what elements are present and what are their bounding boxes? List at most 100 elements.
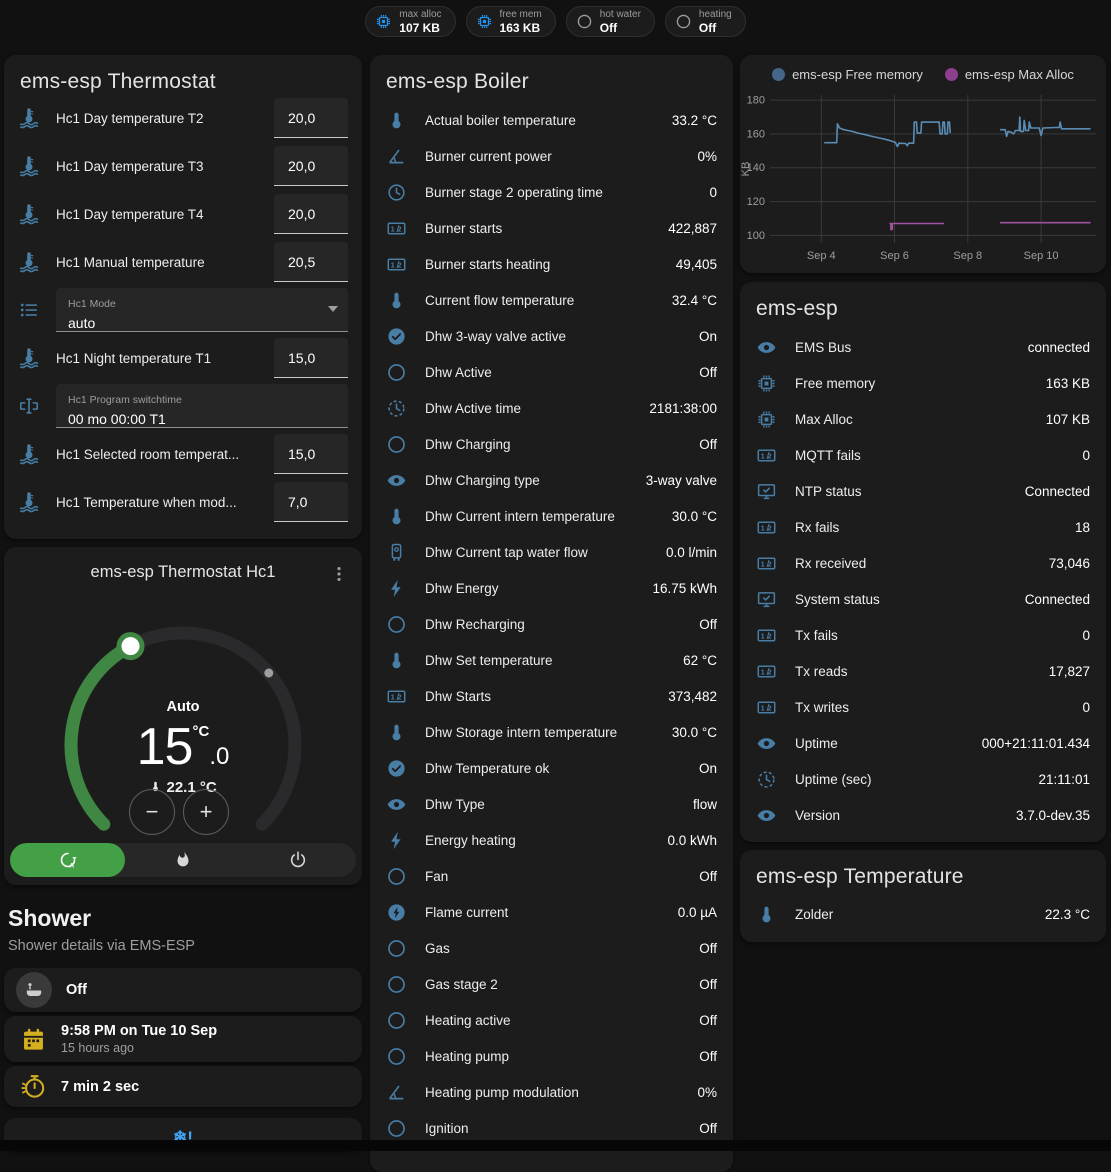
number-input[interactable]: 20,0 bbox=[274, 146, 348, 186]
temp-increase-button[interactable]: + bbox=[183, 789, 229, 835]
circle-icon bbox=[386, 362, 407, 383]
badge-free-mem[interactable]: free mem 163 KB bbox=[465, 6, 556, 37]
entity-row[interactable]: Dhw Recharging Off bbox=[370, 606, 733, 642]
badge-hot-water[interactable]: hot water Off bbox=[565, 6, 655, 37]
entity-value: 62 °C bbox=[683, 652, 717, 668]
entity-row[interactable]: EMS Bus connected bbox=[740, 329, 1106, 365]
number-input[interactable]: 20,0 bbox=[274, 98, 348, 138]
entity-row[interactable]: Dhw Energy 16.75 kWh bbox=[370, 570, 733, 606]
heat-mode-button[interactable] bbox=[125, 843, 240, 877]
entity-row[interactable]: Uptime (sec) 21:11:01 bbox=[740, 761, 1106, 797]
kebab-menu-icon[interactable] bbox=[324, 559, 354, 589]
entity-row[interactable]: System status Connected bbox=[740, 581, 1106, 617]
entity-row[interactable]: Energy heating 0.0 kWh bbox=[370, 822, 733, 858]
number-input[interactable]: 7,0 bbox=[274, 482, 348, 522]
entity-row[interactable]: 1 2 Tx reads 17,827 bbox=[740, 653, 1106, 689]
svg-text:2: 2 bbox=[767, 559, 771, 568]
entity-row[interactable]: Flame current 0.0 µA bbox=[370, 894, 733, 930]
entity-row[interactable]: Dhw Charging type 3-way valve bbox=[370, 462, 733, 498]
thermometer-icon bbox=[386, 110, 407, 131]
entity-row[interactable]: Dhw Active time 2181:38:00 bbox=[370, 390, 733, 426]
entity-row[interactable]: Burner current power 0% bbox=[370, 138, 733, 174]
shower-duration-card[interactable]: 7 min 2 sec bbox=[4, 1066, 362, 1107]
card-title: ems-esp Thermostat bbox=[20, 70, 216, 93]
entity-value: Off bbox=[699, 976, 717, 992]
number-input[interactable]: 20,5 bbox=[274, 242, 348, 282]
entity-row[interactable]: 1 2 Burner starts heating 49,405 bbox=[370, 246, 733, 282]
entity-value: 17,827 bbox=[1048, 663, 1090, 679]
number-input[interactable]: 15,0 bbox=[274, 434, 348, 474]
entity-row[interactable]: Current flow temperature 32.4 °C bbox=[370, 282, 733, 318]
entity-value: flow bbox=[692, 796, 717, 812]
entity-row[interactable]: Dhw Set temperature 62 °C bbox=[370, 642, 733, 678]
entity-row[interactable]: Dhw Temperature ok On bbox=[370, 750, 733, 786]
circle-icon bbox=[386, 974, 407, 995]
entity-row[interactable]: Max Alloc 107 KB bbox=[740, 401, 1106, 437]
entity-row[interactable]: Gas Off bbox=[370, 930, 733, 966]
entity-row[interactable]: Uptime 000+21:11:01.434 bbox=[740, 725, 1106, 761]
entity-label: Energy heating bbox=[425, 832, 516, 848]
badge-heating[interactable]: heating Off bbox=[664, 6, 746, 37]
badge-max-alloc[interactable]: max alloc 107 KB bbox=[365, 6, 456, 37]
entity-label: Dhw Starts bbox=[425, 688, 492, 704]
entity-value: 0 bbox=[1082, 627, 1090, 643]
entity-label: Dhw Current intern temperature bbox=[425, 508, 615, 524]
svg-text:160: 160 bbox=[747, 128, 765, 140]
entity-row[interactable]: Zolder 22.3 °C bbox=[740, 896, 1106, 932]
entity-row[interactable]: Fan Off bbox=[370, 858, 733, 894]
field-label: Hc1 Mode bbox=[68, 298, 116, 310]
temp-decrease-button[interactable]: − bbox=[129, 789, 175, 835]
entity-value: 107 KB bbox=[1045, 411, 1090, 427]
entity-row[interactable]: Burner stage 2 operating time 0 bbox=[370, 174, 733, 210]
mode-select[interactable]: Hc1 Mode auto bbox=[56, 288, 348, 332]
entity-row[interactable]: Ignition Off bbox=[370, 1110, 733, 1146]
entity-label: Gas bbox=[425, 940, 450, 956]
text-input[interactable]: Hc1 Program switchtime 00 mo 00:00 T1 bbox=[56, 384, 348, 428]
number-input[interactable]: 20,0 bbox=[274, 194, 348, 234]
entity-row[interactable]: 1 2 Rx fails 18 bbox=[740, 509, 1106, 545]
svg-text:1: 1 bbox=[761, 559, 765, 568]
entity-label: Tx writes bbox=[795, 699, 849, 715]
entity-label: Actual boiler temperature bbox=[425, 112, 576, 128]
entity-row[interactable]: 1 2 Burner starts 422,887 bbox=[370, 210, 733, 246]
entity-row[interactable]: Actual boiler temperature 33.2 °C bbox=[370, 102, 733, 138]
svg-text:Sep 10: Sep 10 bbox=[1024, 250, 1059, 262]
entity-row[interactable]: Version 3.7.0-dev.35 bbox=[740, 797, 1106, 833]
entity-row[interactable]: Heating pump modulation 0% bbox=[370, 1074, 733, 1110]
entity-label: Burner starts bbox=[425, 220, 503, 236]
entity-row[interactable]: Dhw Charging Off bbox=[370, 426, 733, 462]
svg-text:KB: KB bbox=[740, 162, 752, 177]
shower-active-card[interactable]: Off bbox=[4, 968, 362, 1012]
entity-row[interactable]: Gas stage 2 Off bbox=[370, 966, 733, 1002]
entity-row[interactable]: Dhw Current intern temperature 30.0 °C bbox=[370, 498, 733, 534]
shower-last-time-card[interactable]: 9:58 PM on Tue 10 Sep 15 hours ago bbox=[4, 1016, 362, 1062]
entity-value: Off bbox=[699, 436, 717, 452]
field-value: 00 mo 00:00 T1 bbox=[68, 411, 166, 427]
entity-row[interactable]: Heating pump Off bbox=[370, 1038, 733, 1074]
entity-value: 0 bbox=[1082, 447, 1090, 463]
entity-row[interactable]: Free memory 163 KB bbox=[740, 365, 1106, 401]
entity-row[interactable]: 1 2 MQTT fails 0 bbox=[740, 437, 1106, 473]
bottom-strip bbox=[0, 1140, 1111, 1151]
flash-icon bbox=[386, 578, 407, 599]
number-input[interactable]: 15,0 bbox=[274, 338, 348, 378]
entity-row[interactable]: NTP status Connected bbox=[740, 473, 1106, 509]
entity-row[interactable]: 1 2 Rx received 73,046 bbox=[740, 545, 1106, 581]
thermometer-icon bbox=[386, 650, 407, 671]
entity-row[interactable]: Dhw Storage intern temperature 30.0 °C bbox=[370, 714, 733, 750]
entity-row[interactable]: Heating active Off bbox=[370, 1002, 733, 1038]
entity-row[interactable]: 1 2 Tx writes 0 bbox=[740, 689, 1106, 725]
entity-label: Hc1 Temperature when mod... bbox=[56, 494, 237, 510]
auto-mode-button[interactable]: A bbox=[10, 843, 126, 877]
thermostat-dial[interactable]: Auto 15°C.0 22.1 °C bbox=[4, 577, 362, 867]
off-mode-button[interactable] bbox=[241, 843, 356, 877]
entity-row[interactable]: Dhw 3-way valve active On bbox=[370, 318, 733, 354]
entity-row[interactable]: 1 2 Tx fails 0 bbox=[740, 617, 1106, 653]
legend-item[interactable]: ems-esp Max Alloc bbox=[944, 67, 1074, 82]
entity-row[interactable]: Dhw Type flow bbox=[370, 786, 733, 822]
entity-row[interactable]: Dhw Current tap water flow 0.0 l/min bbox=[370, 534, 733, 570]
entity-row[interactable]: 1 2 Dhw Starts 373,482 bbox=[370, 678, 733, 714]
entity-row[interactable]: Dhw Active Off bbox=[370, 354, 733, 390]
legend-item[interactable]: ems-esp Free memory bbox=[772, 67, 923, 82]
